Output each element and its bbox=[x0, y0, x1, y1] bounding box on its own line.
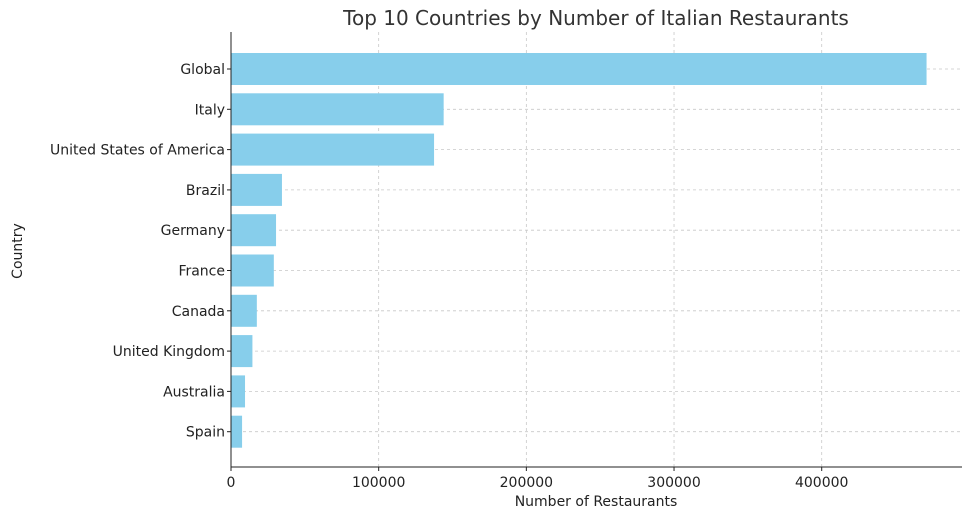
y-tick-label: France bbox=[178, 264, 225, 280]
y-axis-label: Country bbox=[10, 223, 26, 279]
bar bbox=[231, 294, 257, 327]
y-tick-label: Brazil bbox=[186, 183, 225, 199]
y-tick-label: Global bbox=[180, 62, 225, 78]
x-tick-label: 100000 bbox=[352, 475, 405, 491]
bar bbox=[231, 53, 927, 85]
bar bbox=[231, 214, 277, 247]
bar bbox=[231, 173, 282, 206]
y-tick-label: Germany bbox=[161, 223, 225, 239]
bar bbox=[231, 133, 435, 166]
y-tick-label: United Kingdom bbox=[113, 344, 225, 360]
bar bbox=[231, 93, 444, 126]
x-axis-label: Number of Restaurants bbox=[515, 494, 678, 510]
bar bbox=[231, 254, 274, 287]
y-tick-label: Spain bbox=[186, 425, 225, 441]
y-ticks: Global Italy United States of America Brazi… bbox=[50, 62, 231, 441]
bar bbox=[231, 375, 246, 408]
bar bbox=[231, 335, 253, 368]
x-tick-label: 400000 bbox=[795, 475, 848, 491]
y-tick-label: Canada bbox=[172, 304, 225, 320]
chart-title: Top 10 Countries by Number of Italian Re… bbox=[342, 6, 849, 30]
x-tick-label: 0 bbox=[227, 475, 236, 491]
y-tick-label: United States of America bbox=[50, 143, 225, 159]
x-ticks: 0 100000 200000 300000 400000 bbox=[227, 467, 848, 491]
y-tick-label: Italy bbox=[195, 102, 225, 118]
x-tick-label: 300000 bbox=[647, 475, 700, 491]
y-tick-label: Australia bbox=[163, 384, 225, 400]
bars bbox=[231, 53, 927, 448]
axes bbox=[230, 32, 962, 468]
bar bbox=[231, 415, 243, 448]
x-tick-label: 200000 bbox=[500, 475, 553, 491]
